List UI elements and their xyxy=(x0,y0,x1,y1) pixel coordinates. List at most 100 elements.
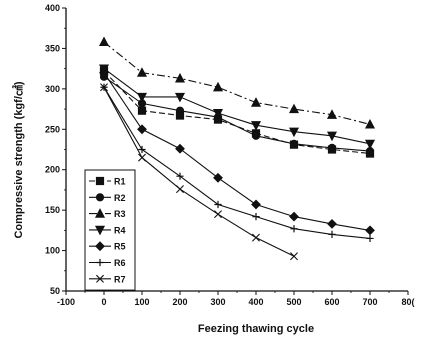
series-r3 xyxy=(98,36,376,129)
data-point-r4 xyxy=(212,109,224,119)
series-line-r4 xyxy=(103,68,371,145)
series-line-r6 xyxy=(103,86,371,239)
data-point-r5 xyxy=(365,225,375,236)
data-point-r3 xyxy=(136,67,148,77)
y-axis-ticks: 50 100 150 200 250 300 350 400 xyxy=(45,3,66,296)
series-r4 xyxy=(98,64,376,150)
series-line-r5 xyxy=(103,72,371,231)
legend-item-r3: R3 xyxy=(89,208,126,219)
data-point-r7 xyxy=(252,233,260,242)
data-point-r4 xyxy=(364,139,376,150)
x-tick-label: 500 xyxy=(286,297,301,307)
x-tick-label: 0 xyxy=(101,297,106,307)
data-point-r7 xyxy=(176,185,184,194)
legend-label-r7: R7 xyxy=(114,274,126,284)
data-point-r6 xyxy=(252,213,260,221)
legend-label-r3: R3 xyxy=(114,209,126,219)
series-line-r3 xyxy=(103,41,371,125)
legend-item-r2: R2 xyxy=(89,193,126,203)
x-tick-label: 700 xyxy=(362,297,377,307)
legend-item-r4: R4 xyxy=(89,225,126,235)
x-tick-label: 400 xyxy=(248,297,263,307)
legend-item-r6: R6 xyxy=(89,258,126,268)
x-tick-label: 300 xyxy=(210,297,225,307)
data-point-r4 xyxy=(326,131,338,142)
data-point-r6 xyxy=(328,230,336,238)
legend-marker-r5 xyxy=(95,241,105,252)
legend: R1 R2 R3 R4 R5 R6 R7 xyxy=(84,169,136,291)
y-tick-label: 100 xyxy=(45,246,60,256)
data-point-r6 xyxy=(138,145,146,154)
data-point-r7 xyxy=(100,83,108,92)
y-tick-label: 200 xyxy=(45,165,60,175)
legend-label-r6: R6 xyxy=(114,258,126,268)
data-point-r4 xyxy=(288,127,300,138)
data-point-r2 xyxy=(251,131,261,140)
data-point-r6 xyxy=(176,172,184,180)
series-r7 xyxy=(100,83,298,261)
data-point-r6 xyxy=(214,200,222,209)
series-r2 xyxy=(99,72,375,156)
data-point-r5 xyxy=(99,67,109,78)
y-tick-label: 350 xyxy=(45,43,60,53)
legend-label-r5: R5 xyxy=(114,242,126,252)
series-r6 xyxy=(100,83,374,243)
y-tick-label: 250 xyxy=(45,124,60,134)
legend-marker-r1 xyxy=(95,176,105,186)
data-point-r3 xyxy=(326,109,338,119)
data-point-r5 xyxy=(175,143,185,154)
data-point-r2 xyxy=(175,106,185,115)
legend-item-r5: R5 xyxy=(89,241,126,252)
data-point-r3 xyxy=(250,97,262,107)
x-axis-ticks: -100 0 100 200 300 400 500 600 700 80( xyxy=(57,291,415,307)
series-line-r2 xyxy=(103,76,371,152)
series-layer xyxy=(98,36,376,261)
legend-label-r4: R4 xyxy=(114,225,126,235)
data-point-r7 xyxy=(290,252,298,261)
data-point-r4 xyxy=(174,92,186,103)
series-line-r7 xyxy=(103,86,295,257)
data-point-r3 xyxy=(212,81,224,92)
data-point-r3 xyxy=(288,103,300,114)
data-point-r3 xyxy=(174,72,186,83)
legend-label-r2: R2 xyxy=(114,193,126,203)
data-point-r5 xyxy=(289,211,299,222)
data-point-r5 xyxy=(137,124,147,135)
data-point-r4 xyxy=(250,121,262,131)
y-tick-label: 50 xyxy=(50,286,60,296)
legend-marker-r2 xyxy=(95,193,105,202)
legend-item-r1: R1 xyxy=(89,177,126,187)
data-point-r1 xyxy=(137,106,147,115)
legend-marker-r7 xyxy=(96,274,104,283)
x-axis-label: Feezing thawing cycle xyxy=(198,323,314,335)
y-axis-label: Compressive strength (kgf/㎠) xyxy=(11,81,25,238)
legend-marker-r3 xyxy=(94,208,106,218)
data-point-r5 xyxy=(251,199,261,210)
data-point-r7 xyxy=(214,210,222,219)
data-point-r7 xyxy=(138,153,146,162)
series-line-r1 xyxy=(103,70,371,155)
x-tick-label: 100 xyxy=(134,297,149,307)
y-tick-label: 300 xyxy=(45,84,60,94)
data-point-r5 xyxy=(327,218,337,229)
data-point-r2 xyxy=(289,139,299,148)
data-point-r5 xyxy=(213,172,223,183)
legend-marker-r6 xyxy=(96,258,104,267)
x-tick-label: 600 xyxy=(324,297,339,307)
data-point-r3 xyxy=(364,118,376,129)
y-tick-label: 400 xyxy=(45,3,60,13)
legend-label-r1: R1 xyxy=(114,177,126,187)
legend-marker-r4 xyxy=(94,225,106,236)
data-point-r6 xyxy=(366,234,374,243)
x-tick-label: 200 xyxy=(172,297,187,307)
data-point-r2 xyxy=(327,143,337,152)
x-tick-label: 80( xyxy=(401,297,414,307)
series-r5 xyxy=(99,67,375,236)
data-point-r6 xyxy=(290,225,298,233)
data-point-r4 xyxy=(136,92,148,103)
legend-item-r7: R7 xyxy=(89,274,126,284)
y-tick-label: 150 xyxy=(45,205,60,215)
data-point-r3 xyxy=(98,36,110,47)
x-tick-label: -100 xyxy=(57,297,75,307)
